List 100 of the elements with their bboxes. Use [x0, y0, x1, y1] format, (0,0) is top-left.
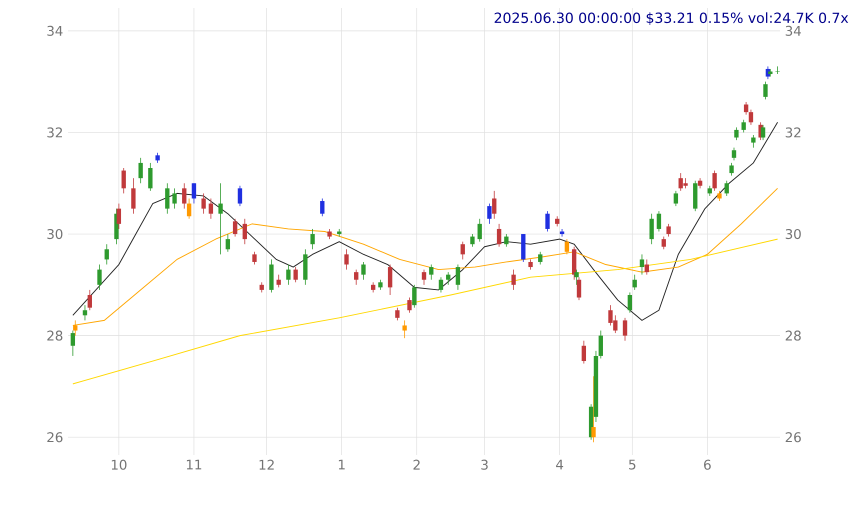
candlestick — [172, 188, 177, 210]
candlestick — [276, 274, 281, 288]
candlestick — [201, 193, 206, 214]
candlestick — [438, 276, 444, 293]
candlestick — [320, 198, 324, 217]
x-tick-label: 12 — [260, 460, 274, 470]
candlestick — [122, 168, 126, 194]
candlestick — [732, 147, 736, 161]
line-series — [72, 238, 778, 384]
candlestick — [708, 185, 712, 196]
candlestick — [88, 290, 92, 311]
candlestick — [155, 152, 160, 164]
candlestick — [232, 218, 238, 237]
candlestick — [511, 269, 516, 290]
candlestick — [555, 216, 560, 227]
y-tick-label: 32 — [47, 127, 62, 138]
candlestick — [662, 236, 666, 250]
candlestick — [238, 185, 242, 206]
candlestick — [218, 182, 223, 255]
candlestick — [729, 162, 734, 176]
x-tick-label: 1 — [338, 460, 345, 470]
candlestick — [286, 264, 291, 286]
candlestick — [422, 269, 426, 286]
candlestick — [712, 170, 717, 192]
candlestick — [742, 119, 746, 133]
candlestick — [293, 266, 298, 283]
x-tick-label: 4 — [556, 460, 564, 470]
candlestick — [538, 251, 542, 265]
candlestick — [545, 210, 550, 232]
candlestick — [504, 234, 509, 248]
candlestick — [644, 259, 649, 276]
candlestick — [70, 330, 76, 356]
candlestick — [82, 304, 88, 321]
x-tick-label: 11 — [186, 460, 202, 470]
candlestick — [446, 272, 450, 286]
candlestick — [698, 178, 702, 189]
candlestick — [666, 223, 671, 237]
candlestick — [640, 254, 644, 276]
candlestick — [402, 320, 407, 339]
y2-tick-label: 26 — [786, 432, 801, 442]
candlestick — [564, 238, 570, 255]
candlestick — [252, 251, 257, 265]
candlestick — [186, 198, 192, 220]
candlestick — [412, 284, 416, 308]
candlestick — [429, 264, 434, 280]
candlestick — [717, 190, 722, 202]
candlestick — [760, 124, 766, 140]
candlestick — [354, 269, 358, 286]
candlestick — [260, 282, 264, 293]
x-tick-label: 10 — [112, 460, 126, 470]
candlestick — [487, 203, 492, 224]
candlestick — [656, 210, 662, 232]
line-series — [72, 122, 778, 321]
x-tick-label: 6 — [704, 460, 711, 470]
candlestick — [182, 182, 186, 210]
candlestick — [165, 182, 170, 214]
candlestick — [138, 157, 143, 184]
candlestick — [242, 218, 247, 245]
candlestick — [582, 340, 586, 364]
candlestick — [528, 259, 533, 270]
candlestick — [456, 264, 460, 290]
y-tick-label: 30 — [47, 228, 62, 240]
candlestick — [734, 126, 739, 140]
candlestick — [674, 190, 678, 206]
x-tick-label: 3 — [481, 460, 488, 470]
y-tick-label: 34 — [47, 26, 63, 36]
candlestick — [370, 282, 376, 293]
candlestick — [460, 241, 465, 260]
candlestick — [492, 190, 496, 220]
candlestick — [97, 264, 102, 290]
candlestick — [361, 262, 366, 280]
candlestick — [775, 66, 780, 74]
candlestick — [131, 178, 136, 214]
y2-tick-label: 32 — [786, 127, 800, 138]
candlestick — [378, 279, 383, 290]
candlestick — [478, 218, 482, 242]
candlestick — [496, 223, 502, 248]
candlestick — [148, 162, 153, 192]
chart-title: 2025.06.30 00:00:00 $33.21 0.15% vol:24.7K 0.7x — [494, 12, 848, 25]
candlestick — [576, 276, 582, 300]
candlestick — [649, 213, 654, 245]
candlestick — [310, 228, 315, 250]
candlestick — [327, 228, 332, 240]
candlestick — [192, 182, 196, 204]
candlestick — [628, 292, 632, 314]
candlestick — [598, 330, 603, 359]
candlestick — [574, 269, 579, 286]
candlestick — [632, 274, 637, 290]
candlestick — [226, 234, 230, 252]
candlestick — [407, 297, 412, 314]
candlestick — [388, 264, 392, 296]
x-tick-label: 5 — [629, 460, 636, 470]
candlestick — [116, 203, 122, 230]
candlestick — [744, 102, 748, 116]
candlestick — [208, 198, 214, 220]
y2-tick-label: 30 — [786, 228, 801, 240]
candlestick — [751, 134, 756, 148]
candlestick — [344, 248, 349, 270]
candlestick — [104, 244, 109, 265]
candlestick — [748, 109, 754, 126]
